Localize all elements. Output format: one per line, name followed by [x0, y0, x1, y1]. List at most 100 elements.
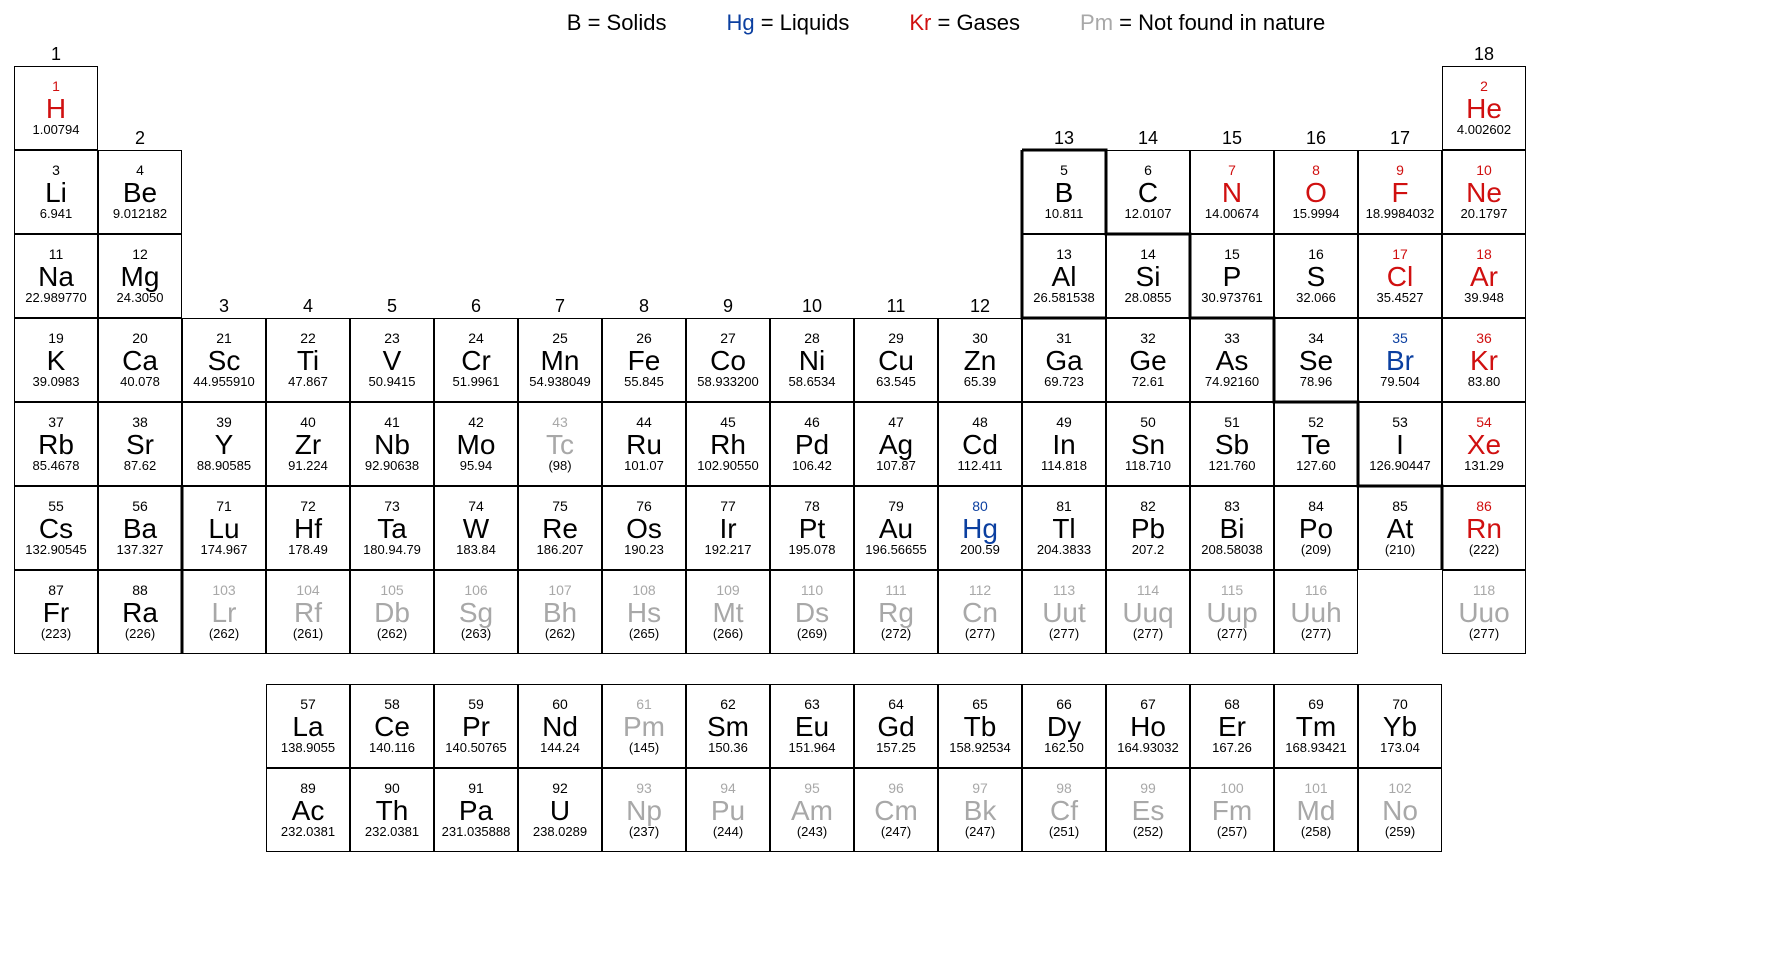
- atomic-number: 72: [300, 499, 316, 514]
- element-symbol: Ga: [1045, 346, 1082, 375]
- atomic-mass: (209): [1301, 543, 1331, 557]
- atomic-mass: 15.9994: [1293, 207, 1340, 221]
- atomic-number: 33: [1224, 331, 1240, 346]
- atomic-mass: 144.24: [540, 741, 580, 755]
- element-cell-Ni: 28Ni58.6534: [770, 318, 854, 402]
- atomic-number: 104: [296, 583, 319, 598]
- atomic-number: 69: [1308, 697, 1324, 712]
- atomic-number: 109: [716, 583, 739, 598]
- atomic-mass: 20.1797: [1461, 207, 1508, 221]
- atomic-number: 70: [1392, 697, 1408, 712]
- element-cell-Li: 3Li6.941: [14, 150, 98, 234]
- atomic-number: 73: [384, 499, 400, 514]
- element-symbol: Rf: [294, 598, 322, 627]
- element-symbol: Cu: [878, 346, 914, 375]
- atomic-number: 107: [548, 583, 571, 598]
- element-cell-Fr: 87Fr(223): [14, 570, 98, 654]
- element-cell-Tl: 81Tl204.3833: [1022, 486, 1106, 570]
- element-cell-Zn: 30Zn65.39: [938, 318, 1022, 402]
- element-symbol: Ra: [122, 598, 158, 627]
- atomic-mass: 54.938049: [529, 375, 590, 389]
- element-symbol: Ti: [297, 346, 319, 375]
- atomic-mass: 192.217: [705, 543, 752, 557]
- atomic-mass: (277): [965, 627, 995, 641]
- element-cell-Cu: 29Cu63.545: [854, 318, 938, 402]
- atomic-number: 86: [1476, 499, 1492, 514]
- atomic-number: 8: [1312, 163, 1320, 178]
- atomic-number: 76: [636, 499, 652, 514]
- element-cell-Ba: 56Ba137.327: [98, 486, 182, 570]
- element-symbol: Sc: [208, 346, 241, 375]
- atomic-number: 26: [636, 331, 652, 346]
- atomic-mass: (261): [293, 627, 323, 641]
- element-symbol: Uuo: [1458, 598, 1509, 627]
- atomic-mass: 208.58038: [1201, 543, 1262, 557]
- group-label-9: 9: [686, 296, 770, 317]
- element-symbol: Lu: [208, 514, 239, 543]
- atomic-number: 118: [1473, 583, 1495, 598]
- element-cell-Ds: 110Ds(269): [770, 570, 854, 654]
- atomic-number: 112: [969, 583, 991, 598]
- element-cell-Uuo: 118Uuo(277): [1442, 570, 1526, 654]
- atomic-number: 32: [1140, 331, 1156, 346]
- group-label-16: 16: [1274, 128, 1358, 149]
- element-cell-Nd: 60Nd144.24: [518, 684, 602, 768]
- atomic-mass: 65.39: [964, 375, 997, 389]
- group-label-5: 5: [350, 296, 434, 317]
- atomic-number: 11: [49, 247, 64, 262]
- atomic-number: 9: [1396, 163, 1404, 178]
- element-symbol: Zr: [295, 430, 321, 459]
- atomic-number: 21: [216, 331, 232, 346]
- element-symbol: Lr: [212, 598, 237, 627]
- atomic-mass: 190.23: [624, 543, 664, 557]
- element-cell-Ho: 67Ho164.93032: [1106, 684, 1190, 768]
- atomic-number: 63: [804, 697, 820, 712]
- atomic-number: 82: [1140, 499, 1156, 514]
- element-cell-Rh: 45Rh102.90550: [686, 402, 770, 486]
- element-symbol: Pa: [459, 796, 493, 825]
- atomic-mass: 107.87: [876, 459, 916, 473]
- atomic-number: 74: [468, 499, 484, 514]
- atomic-mass: 138.9055: [281, 741, 335, 755]
- atomic-mass: (252): [1133, 825, 1163, 839]
- atomic-number: 68: [1224, 697, 1240, 712]
- element-cell-Ir: 77Ir192.217: [686, 486, 770, 570]
- element-symbol: Zn: [964, 346, 997, 375]
- atomic-mass: 238.0289: [533, 825, 587, 839]
- atomic-number: 37: [48, 415, 64, 430]
- element-cell-Ra: 88Ra(226): [98, 570, 182, 654]
- element-cell-Kr: 36Kr83.80: [1442, 318, 1526, 402]
- element-cell-Cf: 98Cf(251): [1022, 768, 1106, 852]
- atomic-number: 16: [1308, 247, 1324, 262]
- atomic-number: 96: [888, 781, 904, 796]
- atomic-mass: 12.0107: [1125, 207, 1172, 221]
- atomic-number: 91: [468, 781, 484, 796]
- element-symbol: W: [463, 514, 489, 543]
- group-label-3: 3: [182, 296, 266, 317]
- element-cell-Rf: 104Rf(261): [266, 570, 350, 654]
- element-cell-Yb: 70Yb173.04: [1358, 684, 1442, 768]
- atomic-mass: 140.116: [369, 741, 415, 755]
- element-symbol: Au: [879, 514, 913, 543]
- atomic-mass: 79.504: [1380, 375, 1420, 389]
- atomic-mass: 4.002602: [1457, 123, 1511, 137]
- atomic-number: 102: [1388, 781, 1411, 796]
- element-cell-Mn: 25Mn54.938049: [518, 318, 602, 402]
- atomic-mass: 137.327: [117, 543, 164, 557]
- element-symbol: Dy: [1047, 712, 1081, 741]
- legend-text: = Solids: [581, 10, 666, 35]
- group-label-7: 7: [518, 296, 602, 317]
- atomic-number: 66: [1056, 697, 1072, 712]
- atomic-mass: 58.933200: [697, 375, 758, 389]
- atomic-mass: (259): [1385, 825, 1415, 839]
- element-cell-Hg: 80Hg200.59: [938, 486, 1022, 570]
- atomic-mass: 200.59: [960, 543, 1000, 557]
- atomic-mass: (223): [41, 627, 71, 641]
- element-cell-Md: 101Md(258): [1274, 768, 1358, 852]
- element-cell-Es: 99Es(252): [1106, 768, 1190, 852]
- atomic-number: 53: [1392, 415, 1408, 430]
- element-cell-Pm: 61Pm(145): [602, 684, 686, 768]
- element-cell-H: 1H1.00794: [14, 66, 98, 150]
- atomic-mass: (263): [461, 627, 491, 641]
- atomic-mass: 204.3833: [1037, 543, 1091, 557]
